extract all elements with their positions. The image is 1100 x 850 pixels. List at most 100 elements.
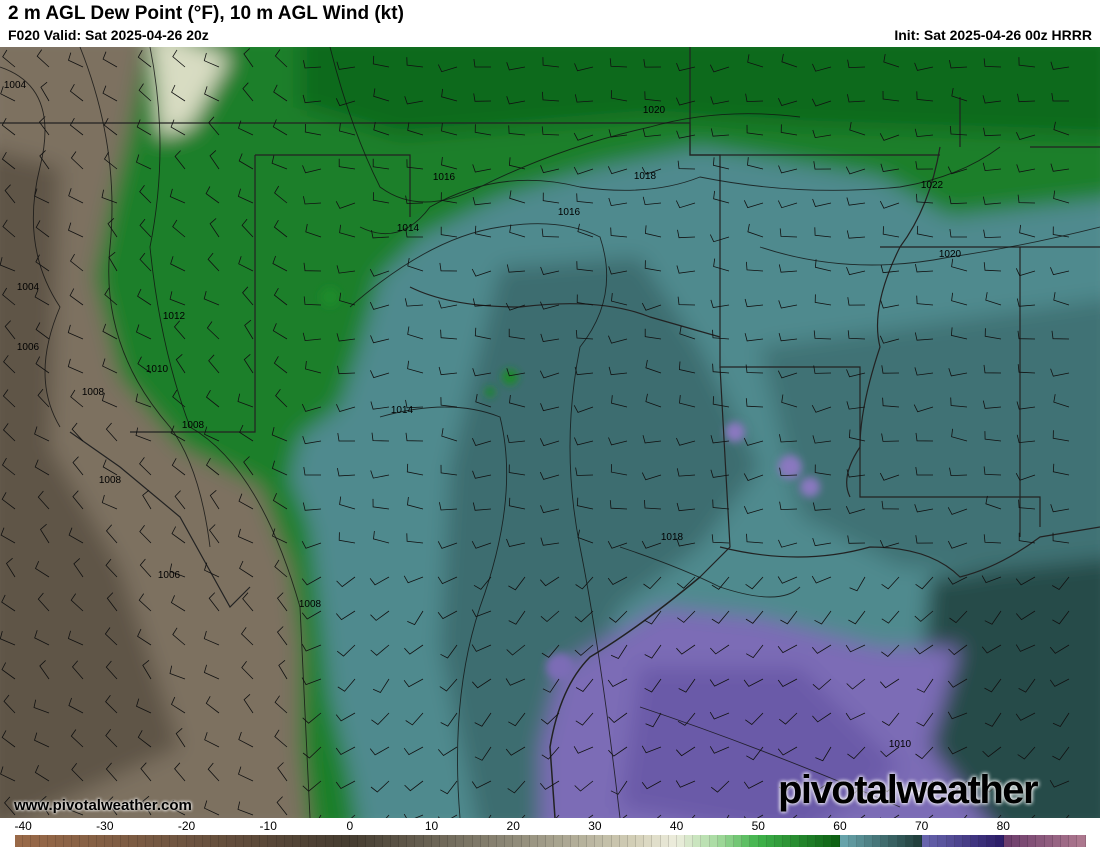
wind-barb xyxy=(982,746,1002,758)
colorbar-swatch xyxy=(162,835,171,847)
wind-barb xyxy=(208,116,220,136)
wind-barb xyxy=(208,592,220,612)
wind-barb xyxy=(711,576,730,590)
wind-barb xyxy=(575,576,594,590)
wind-barb xyxy=(916,780,934,795)
wind-barb xyxy=(407,258,424,272)
wind-barb xyxy=(509,224,526,238)
wind-barb xyxy=(1053,190,1070,204)
wind-barb xyxy=(1049,644,1070,654)
wind-barb xyxy=(882,397,900,408)
colorbar-swatch xyxy=(668,835,677,847)
wind-barb xyxy=(70,151,84,170)
wind-barb xyxy=(70,729,84,748)
wind-barb xyxy=(437,746,458,757)
wind-barb xyxy=(274,185,288,204)
wind-barb xyxy=(507,780,526,794)
wind-barb xyxy=(139,457,152,476)
wind-barb xyxy=(370,780,390,793)
wind-barb xyxy=(335,746,356,756)
wind-barb xyxy=(101,494,118,510)
wind-barb xyxy=(678,361,696,374)
colorbar-swatch xyxy=(317,835,326,847)
wind-barb xyxy=(710,469,730,478)
colorbar-swatch xyxy=(243,835,252,847)
wind-barb xyxy=(403,813,424,818)
wind-barb xyxy=(644,260,662,272)
wind-barb xyxy=(277,762,288,782)
wind-barb xyxy=(370,610,390,621)
colorbar-swatch xyxy=(946,835,955,847)
wind-barb xyxy=(138,593,152,612)
wind-barb xyxy=(847,297,866,306)
wind-barb xyxy=(407,610,424,626)
wind-barb xyxy=(677,229,696,239)
wind-barb xyxy=(1016,298,1036,307)
wind-barb xyxy=(915,264,934,273)
wind-barb xyxy=(609,58,628,68)
wind-barb xyxy=(811,575,832,584)
wind-barb xyxy=(34,561,50,578)
wind-barb xyxy=(712,363,730,374)
colorbar-tick-label: 20 xyxy=(506,819,520,833)
wind-barb xyxy=(369,746,390,756)
wind-barb xyxy=(879,472,900,481)
wind-barb xyxy=(104,627,118,646)
wind-barb xyxy=(948,780,968,792)
wind-barb xyxy=(204,800,220,816)
wind-barb xyxy=(471,780,492,789)
wind-barb xyxy=(541,126,560,136)
wind-barb xyxy=(574,780,594,792)
wind-barb xyxy=(209,150,220,170)
wind-barb xyxy=(644,610,662,625)
wind-barb xyxy=(644,499,662,510)
wind-barb xyxy=(984,610,1002,625)
wind-barb xyxy=(39,795,50,816)
wind-barb xyxy=(677,160,696,170)
wind-barb xyxy=(983,229,1002,239)
wind-barb xyxy=(33,699,50,714)
wind-barb xyxy=(676,644,696,655)
wind-barb xyxy=(1015,268,1036,277)
wind-barb xyxy=(1050,368,1070,377)
wind-barb xyxy=(508,157,526,170)
wind-barb xyxy=(105,558,118,578)
colorbar-swatch xyxy=(546,835,555,847)
colorbar-swatch xyxy=(685,835,694,847)
wind-barb xyxy=(34,630,50,646)
wind-barb xyxy=(778,332,798,342)
wind-barb xyxy=(506,644,526,656)
wind-barb xyxy=(339,496,356,510)
wind-barb xyxy=(846,230,866,239)
colorbar-swatch xyxy=(292,835,302,847)
wind-barb xyxy=(170,119,186,136)
wind-barb xyxy=(812,435,832,444)
colorbar xyxy=(15,835,1086,847)
wind-barb xyxy=(34,426,50,442)
wind-barb xyxy=(577,223,594,238)
wind-barb xyxy=(440,780,458,795)
wind-barb xyxy=(914,128,934,138)
wind-barb xyxy=(642,196,662,206)
wind-barb xyxy=(916,225,934,238)
colorbar-swatch xyxy=(423,835,432,847)
wind-barb xyxy=(406,57,424,68)
weather-map[interactable]: 1004 1004 1006 1008 1010 1012 1008 1008 1006 1008… xyxy=(0,47,1100,818)
wind-barb xyxy=(303,262,322,272)
colorbar-swatch xyxy=(701,835,710,847)
dark-green-band xyxy=(300,47,1100,137)
wind-barb xyxy=(37,388,50,408)
wind-barb xyxy=(608,197,628,207)
wind-barb xyxy=(607,541,628,549)
wind-barb xyxy=(1051,330,1070,340)
wind-barb xyxy=(139,252,152,272)
wind-barb xyxy=(139,558,152,578)
isobar-label: 1014 xyxy=(391,405,414,416)
wind-barb xyxy=(811,644,832,654)
wind-barb xyxy=(105,660,118,680)
wind-barb xyxy=(575,329,594,340)
colorbar-tick-label: 70 xyxy=(914,819,929,833)
wind-barb xyxy=(337,468,356,477)
wind-barb xyxy=(305,223,322,238)
colorbar-swatch xyxy=(194,835,203,847)
